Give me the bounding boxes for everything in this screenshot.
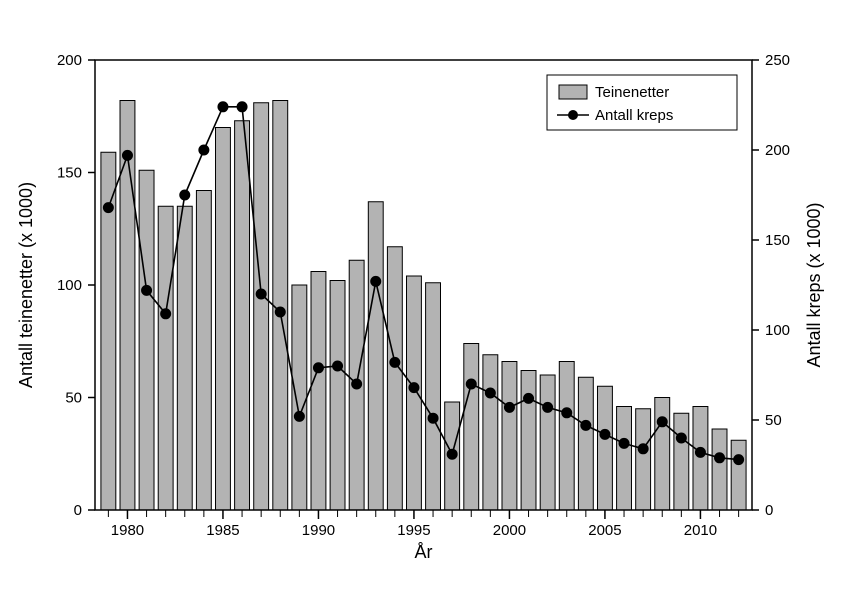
bar	[311, 272, 326, 511]
x-tick-label: 2000	[493, 522, 526, 539]
bar	[330, 281, 345, 511]
bar	[464, 344, 479, 511]
bar	[483, 355, 498, 510]
legend-swatch-marker	[568, 110, 578, 120]
marker	[390, 357, 400, 367]
marker	[256, 289, 266, 299]
marker	[161, 309, 171, 319]
y-right-axis-label: Antall kreps (x 1000)	[804, 202, 824, 367]
bar	[254, 103, 269, 510]
y-left-axis-label: Antall teinenetter (x 1000)	[16, 182, 36, 388]
bar	[636, 409, 651, 510]
bar	[617, 407, 632, 511]
x-tick-label: 2005	[588, 522, 621, 539]
dual-axis-bar-line-chart: 1980198519901995200020052010År0501001502…	[0, 0, 842, 614]
bar	[578, 377, 593, 510]
y-right-tick-label: 0	[765, 502, 773, 519]
marker	[142, 285, 152, 295]
marker	[352, 379, 362, 389]
y-right-tick-label: 150	[765, 232, 790, 249]
legend-label: Antall kreps	[595, 107, 673, 124]
bar	[216, 128, 231, 511]
marker	[428, 413, 438, 423]
bar	[235, 121, 250, 510]
marker	[581, 420, 591, 430]
bar	[387, 247, 402, 510]
marker	[715, 453, 725, 463]
bar	[273, 101, 288, 511]
x-axis-label: År	[415, 542, 433, 562]
x-tick-label: 1985	[206, 522, 239, 539]
marker	[237, 102, 247, 112]
bar	[502, 362, 517, 511]
marker	[275, 307, 285, 317]
bar	[712, 429, 727, 510]
marker	[657, 417, 667, 427]
x-tick-label: 2010	[684, 522, 717, 539]
bar	[158, 206, 173, 510]
marker	[562, 408, 572, 418]
bar	[674, 413, 689, 510]
marker	[676, 433, 686, 443]
marker	[543, 402, 553, 412]
legend-swatch-bar	[559, 85, 587, 99]
marker	[447, 449, 457, 459]
bar	[120, 101, 135, 511]
marker	[199, 145, 209, 155]
marker	[485, 388, 495, 398]
marker	[638, 444, 648, 454]
bar	[139, 170, 154, 510]
y-right-tick-label: 200	[765, 142, 790, 159]
marker	[180, 190, 190, 200]
y-left-tick-label: 50	[65, 390, 82, 407]
bar	[177, 206, 192, 510]
marker	[103, 203, 113, 213]
marker	[371, 276, 381, 286]
marker	[294, 411, 304, 421]
bar	[597, 386, 612, 510]
marker	[504, 402, 514, 412]
bar	[368, 202, 383, 510]
x-tick-label: 1980	[111, 522, 144, 539]
y-right-tick-label: 50	[765, 412, 782, 429]
marker	[619, 438, 629, 448]
marker	[313, 363, 323, 373]
marker	[333, 361, 343, 371]
x-tick-label: 1995	[397, 522, 430, 539]
bar	[521, 371, 536, 511]
marker	[600, 429, 610, 439]
bar	[426, 283, 441, 510]
marker	[734, 455, 744, 465]
y-left-tick-label: 150	[57, 165, 82, 182]
bar	[693, 407, 708, 511]
bar	[292, 285, 307, 510]
marker	[695, 447, 705, 457]
bar	[559, 362, 574, 511]
legend-label: Teinenetter	[595, 84, 669, 101]
y-left-tick-label: 100	[57, 277, 82, 294]
marker	[409, 383, 419, 393]
bar	[540, 375, 555, 510]
marker	[218, 102, 228, 112]
y-left-tick-label: 0	[74, 502, 82, 519]
bar	[731, 440, 746, 510]
y-left-tick-label: 200	[57, 52, 82, 69]
y-right-tick-label: 100	[765, 322, 790, 339]
x-tick-label: 1990	[302, 522, 335, 539]
marker	[524, 393, 534, 403]
y-right-tick-label: 250	[765, 52, 790, 69]
bar	[655, 398, 670, 511]
marker	[466, 379, 476, 389]
marker	[122, 150, 132, 160]
bar	[196, 191, 211, 511]
